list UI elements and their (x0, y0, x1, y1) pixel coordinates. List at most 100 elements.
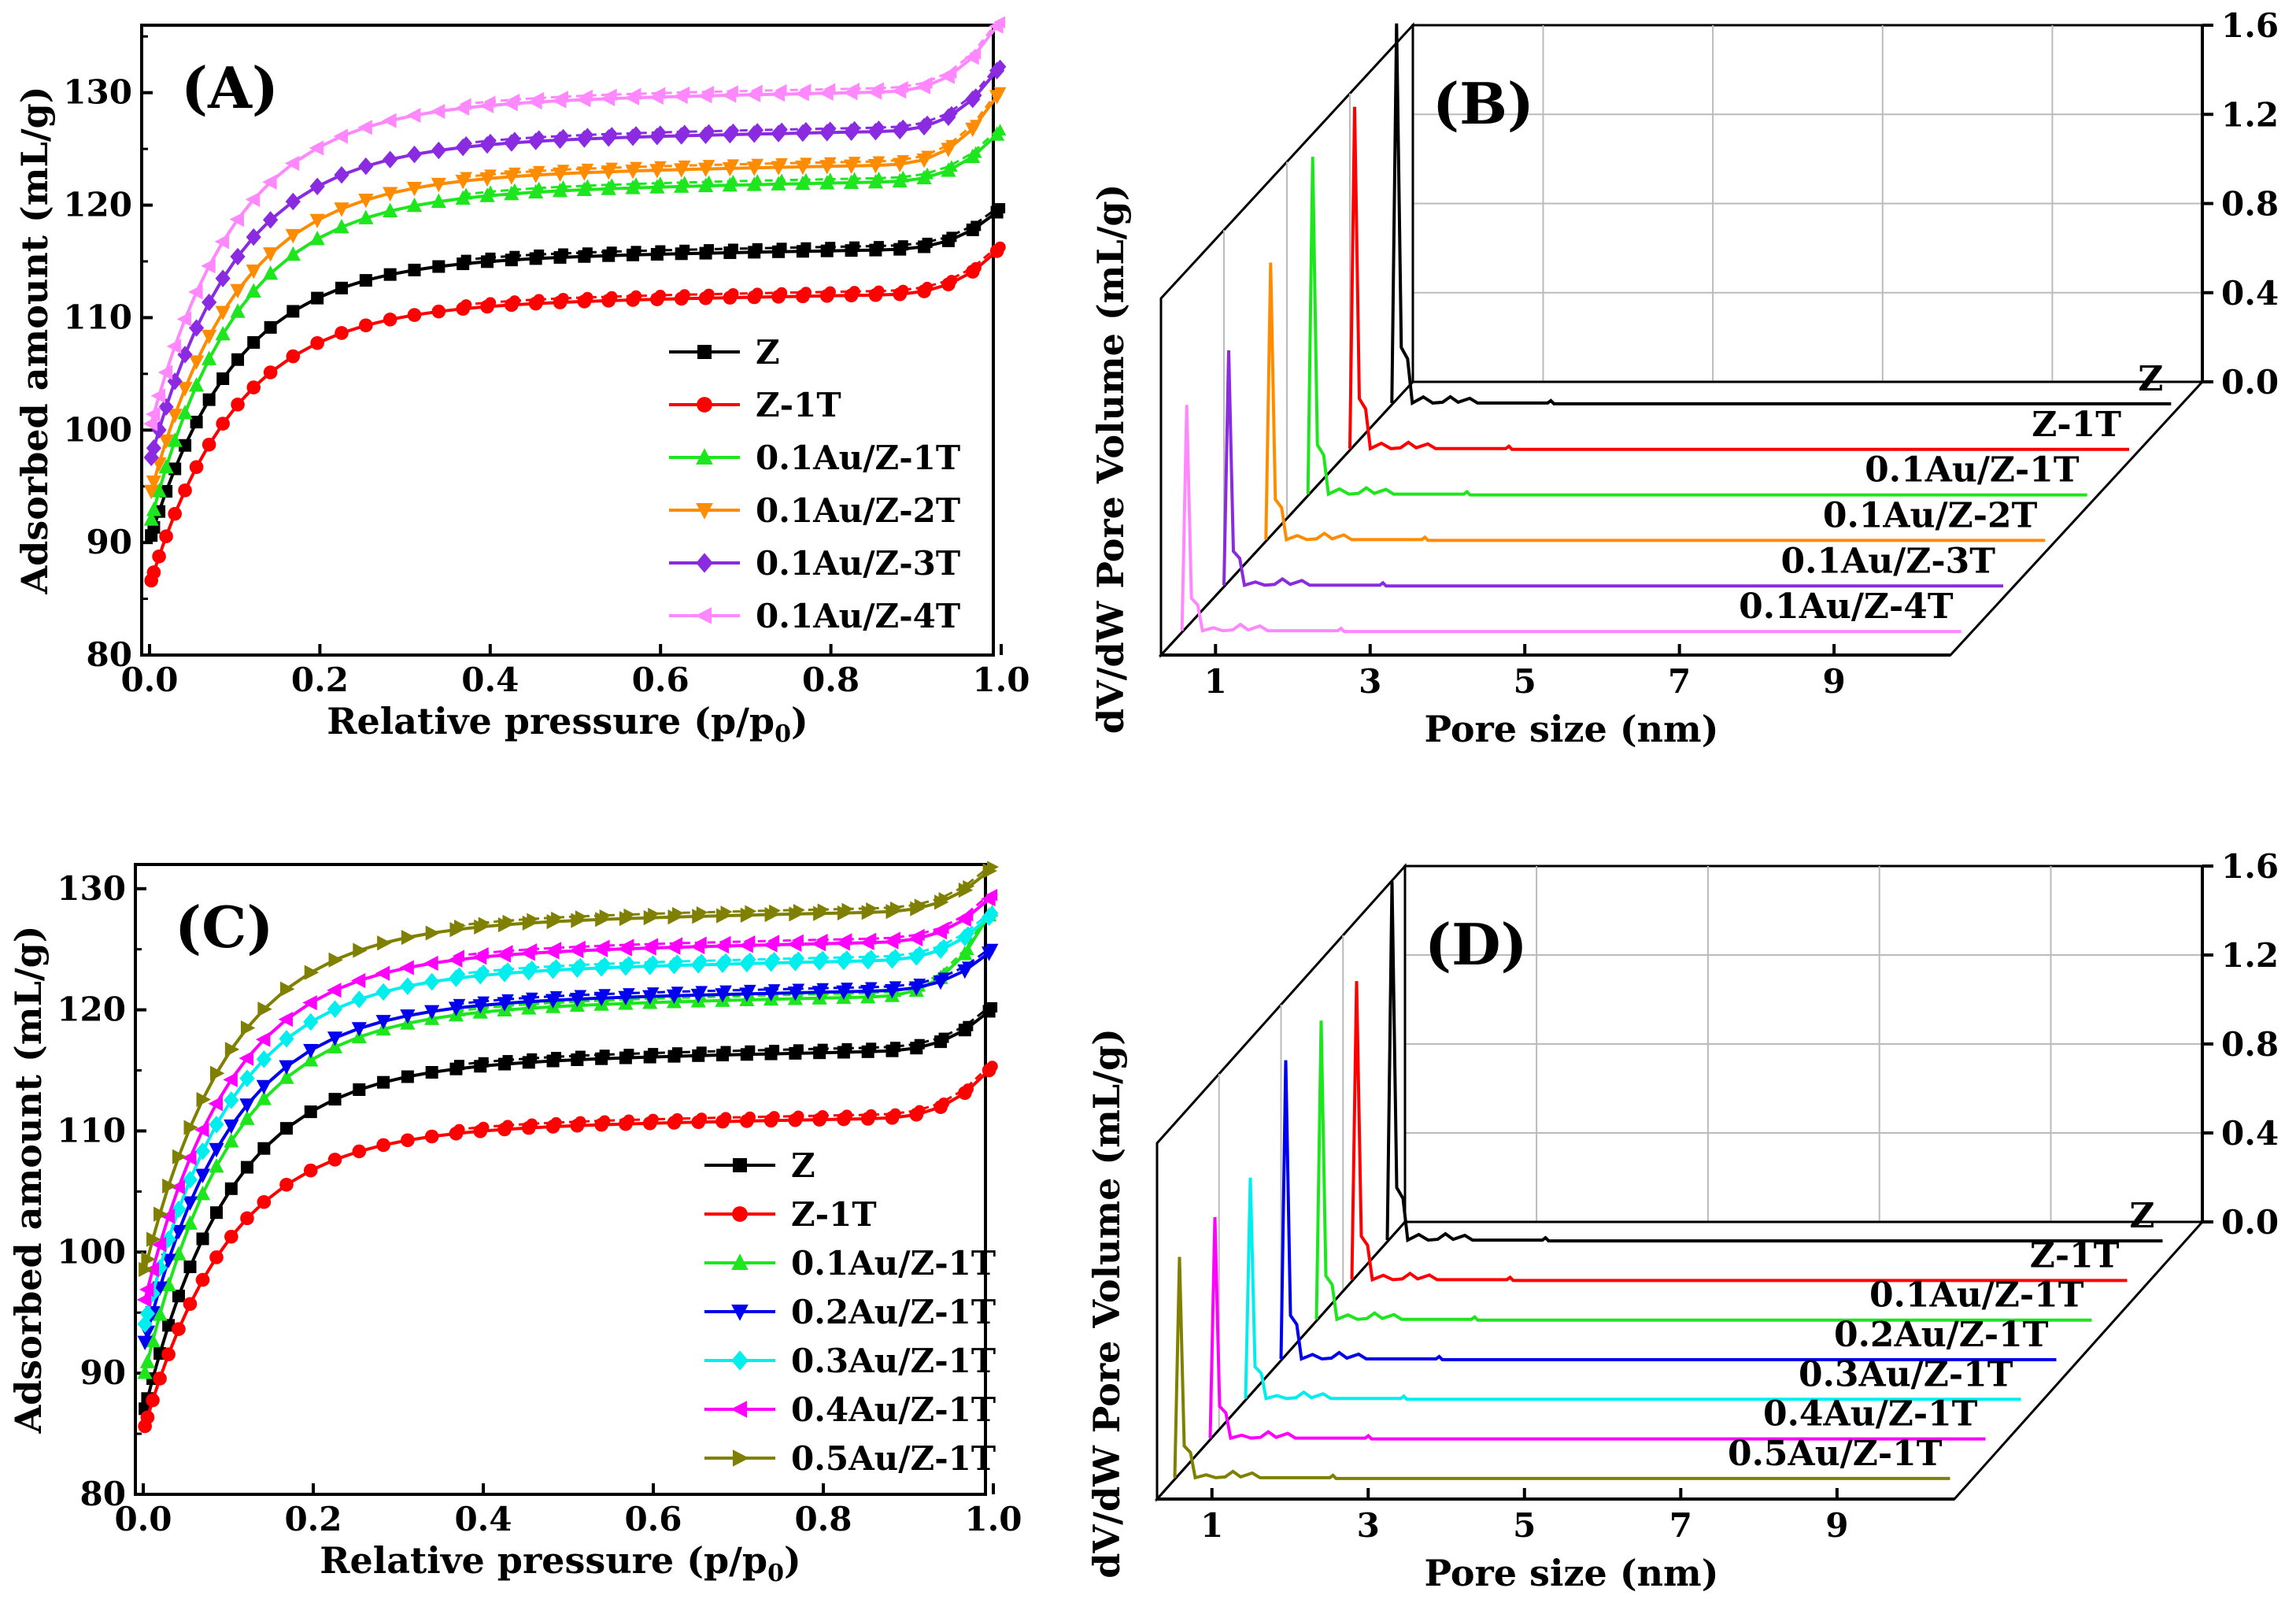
series-z (145, 203, 1006, 542)
series-z-1t (138, 1061, 998, 1434)
data-point (176, 311, 192, 327)
data-point (285, 192, 301, 211)
legend-label: 0.5Au/Z-1T (791, 1439, 996, 1478)
data-point (527, 1053, 538, 1064)
data-point (202, 437, 216, 452)
data-point (921, 115, 934, 130)
data-point (549, 990, 563, 1003)
data-point (946, 231, 957, 242)
data-point (279, 1069, 294, 1084)
legend-marker (732, 1206, 748, 1222)
data-point (359, 274, 372, 287)
data-point (727, 123, 740, 139)
data-point (526, 1118, 538, 1130)
data-point (679, 244, 690, 255)
data-point (913, 979, 926, 991)
series-line (1279, 1060, 2057, 1361)
data-point (864, 950, 878, 964)
data-point (581, 128, 594, 143)
data-point (986, 1061, 998, 1072)
series-0-1au-z-4t: 0.1Au/Z-4T (1180, 405, 1961, 634)
data-point (575, 1116, 586, 1127)
data-point (302, 995, 317, 1011)
data-point (695, 953, 708, 968)
data-point (145, 1332, 161, 1348)
x-tick-label: 5 (1513, 1506, 1536, 1545)
data-point (622, 938, 634, 951)
data-point (671, 937, 682, 950)
data-point (146, 1231, 161, 1247)
data-point (208, 1096, 223, 1112)
z-tick-label: 0.8 (2221, 185, 2279, 224)
data-point (139, 1282, 154, 1297)
data-point (841, 902, 854, 916)
data-point (453, 1124, 465, 1135)
panel-label: (B) (1433, 70, 1534, 137)
data-point (257, 1142, 271, 1155)
data-point (453, 919, 466, 932)
data-point (793, 1110, 804, 1122)
data-point (720, 1046, 731, 1057)
data-point (775, 173, 788, 186)
data-point (606, 291, 618, 303)
data-point (551, 911, 564, 924)
data-point (146, 439, 162, 457)
panel-c-isotherm-chart: 0.0 0.2 0.4 0.6 0.8 1.0 80 90 100 110 120 130 Relati… (7, 861, 1022, 1587)
data-point (719, 953, 732, 968)
x-axis-label: Pore size (nm) (1425, 1552, 1719, 1594)
data-point (556, 128, 570, 143)
data-point (848, 120, 861, 135)
data-point (569, 960, 585, 978)
data-point (598, 957, 611, 972)
data-point (152, 549, 166, 564)
series-line (1222, 350, 2003, 588)
data-point (816, 1109, 829, 1122)
y-tick-label: 100 (57, 1232, 126, 1271)
data-point (799, 83, 812, 96)
data-point (137, 1364, 153, 1379)
data-point (962, 943, 974, 955)
data-point (377, 935, 392, 951)
data-point (182, 1215, 198, 1230)
data-point (630, 161, 642, 174)
data-point (172, 1290, 185, 1303)
data-point (152, 1306, 168, 1321)
data-point (866, 1042, 877, 1053)
series-label: 0.5Au/Z-1T (1728, 1434, 1943, 1474)
data-point (897, 119, 910, 134)
data-point (654, 125, 667, 140)
data-point (472, 966, 488, 985)
data-point (161, 1347, 176, 1362)
data-point (671, 987, 684, 999)
x-tick-label: 0.4 (461, 661, 519, 699)
data-point (508, 131, 521, 146)
data-point (573, 940, 586, 953)
data-point (158, 398, 174, 416)
data-point (137, 1335, 153, 1350)
data-point (334, 202, 349, 217)
data-point (962, 1083, 974, 1095)
data-point (695, 986, 708, 998)
data-point (598, 989, 611, 1001)
legend-marker (733, 1158, 747, 1172)
data-point (823, 172, 837, 185)
data-point (962, 961, 974, 974)
data-point (873, 241, 884, 252)
x-tick-label: 0.8 (802, 661, 860, 699)
data-point (527, 913, 539, 926)
data-point (286, 349, 301, 364)
data-point (194, 1168, 211, 1183)
data-point (532, 91, 545, 105)
data-point (177, 382, 193, 397)
data-point (460, 172, 472, 184)
data-point (146, 502, 162, 516)
data-point (383, 202, 398, 218)
legend-label: 0.3Au/Z-1T (791, 1342, 996, 1380)
data-point (376, 1138, 390, 1153)
data-point (674, 127, 690, 145)
data-point (158, 459, 174, 474)
data-point (532, 130, 545, 145)
data-point (872, 120, 885, 135)
data-point (775, 287, 788, 299)
data-point (646, 938, 659, 950)
